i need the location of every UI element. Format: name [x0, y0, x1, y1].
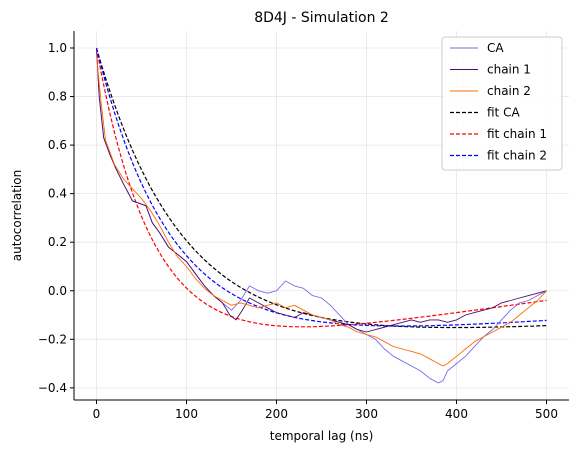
legend-label: fit CA [487, 106, 520, 120]
legend-label: chain 1 [487, 63, 531, 77]
legend-label: fit chain 2 [487, 149, 547, 163]
y-axis-label: autocorrelation [10, 170, 24, 261]
series-line-chain-2 [96, 55, 547, 367]
y-tick-label: −0.4 [38, 381, 67, 395]
x-ticks: 0 100 200 300 400 500 [93, 400, 558, 421]
y-tick-label: 1.0 [48, 41, 67, 55]
series-line-chain-1 [96, 47, 547, 333]
x-tick-label: 400 [445, 407, 468, 421]
y-tick-label: 0.6 [48, 138, 67, 152]
legend-label: fit chain 1 [487, 127, 547, 141]
legend-label: CA [487, 41, 504, 55]
y-tick-label: 0.0 [48, 284, 67, 298]
x-tick-label: 300 [355, 407, 378, 421]
legend-box [441, 36, 563, 171]
x-tick-label: 100 [175, 407, 198, 421]
series-line-fit-chain-1 [95, 47, 547, 328]
y-tick-label: 0.2 [48, 235, 67, 249]
axes [73, 31, 569, 401]
chart-title: 8D4J - Simulation 2 [254, 10, 389, 26]
x-tick-label: 0 [93, 407, 101, 421]
x-tick-label: 500 [535, 407, 558, 421]
y-ticks: −0.4 −0.2 0.0 0.2 0.4 0.6 0.8 1.0 [38, 41, 74, 395]
legend: CA chain 1 chain 2 fit CA fit chain 1 fit cha… [441, 36, 563, 171]
x-axis-label: temporal lag (ns) [270, 429, 374, 443]
y-tick-label: 0.4 [48, 187, 67, 201]
y-tick-label: 0.8 [48, 90, 67, 104]
series-group [95, 47, 547, 384]
x-tick-label: 200 [265, 407, 288, 421]
y-tick-label: −0.2 [38, 332, 67, 346]
legend-label: chain 2 [487, 84, 531, 98]
